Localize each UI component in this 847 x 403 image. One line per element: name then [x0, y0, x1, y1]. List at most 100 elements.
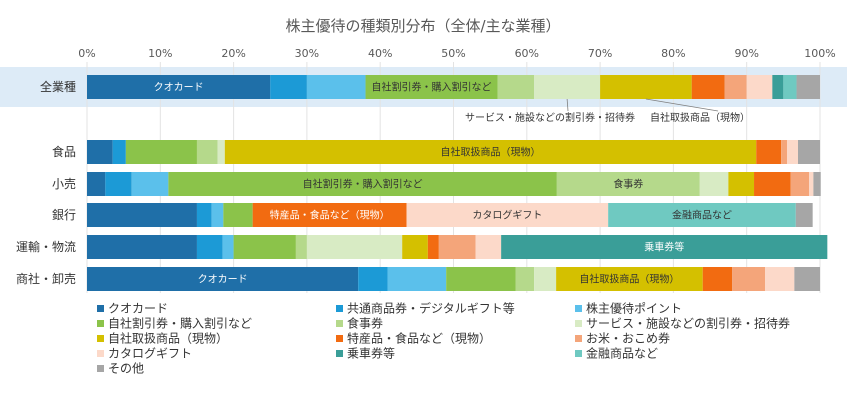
- bar-segment: [252, 203, 407, 227]
- bar-segment: [438, 235, 476, 259]
- chart-title: 株主優待の種類別分布（全体/主な業種）: [285, 17, 560, 35]
- bar-segment: [732, 267, 766, 291]
- bar-segment: [781, 140, 788, 164]
- legend-swatch: [97, 320, 104, 327]
- bar-segment: [600, 75, 692, 99]
- bar-segment: [772, 75, 784, 99]
- bar-segment: [270, 75, 307, 99]
- bar-segment: [501, 235, 828, 259]
- legend-label: 食事券: [347, 316, 383, 331]
- legend-swatch: [97, 335, 104, 342]
- segment-label: クオカード: [154, 82, 204, 94]
- bar-segment: [233, 235, 296, 259]
- category-label: 銀行: [52, 208, 76, 222]
- bar-segment: [724, 75, 747, 99]
- bar-segment: [556, 172, 700, 196]
- bar-segment: [515, 267, 535, 291]
- legend-swatch: [336, 350, 343, 357]
- x-tick-label: 50%: [441, 47, 465, 60]
- bar-segment: [217, 140, 225, 164]
- legend-swatch: [575, 320, 582, 327]
- bar-segment: [306, 235, 403, 259]
- bar-segment: [794, 267, 820, 291]
- x-tick-label: 0%: [78, 47, 95, 60]
- legend-label: お米・おこめ券: [586, 331, 670, 346]
- callout-label: サービス・施設などの割引券・招待券: [465, 111, 635, 124]
- legend-label: 乗車券等: [347, 346, 395, 361]
- bar-segment: [87, 75, 271, 99]
- bar-segment: [702, 267, 733, 291]
- bar-segment: [813, 172, 821, 196]
- bar-segment: [87, 140, 113, 164]
- legend-label: 共通商品券・デジタルギフト等: [347, 301, 515, 316]
- legend-label: 株主優待ポイント: [586, 301, 682, 316]
- bar-segment: [224, 140, 757, 164]
- bar-segment: [131, 172, 169, 196]
- legend-swatch: [97, 305, 104, 312]
- bar-segment: [211, 203, 224, 227]
- bar-segment: [497, 75, 535, 99]
- x-tick-label: 60%: [515, 47, 539, 60]
- segment-label: 自社割引券・購入割引など: [303, 178, 423, 191]
- legend-label: 自社取扱商品（現物）: [108, 331, 228, 346]
- bar-segment: [746, 75, 773, 99]
- bar-segment: [534, 267, 557, 291]
- category-label: 全業種: [40, 79, 76, 94]
- bar-segment: [87, 203, 197, 227]
- bar-segment: [406, 203, 609, 227]
- bar-segment: [196, 203, 212, 227]
- bar-segment: [699, 172, 729, 196]
- bar-segment: [196, 235, 223, 259]
- bar-segment: [556, 267, 703, 291]
- legend-label: 特産品・食品など（現物）: [347, 331, 491, 346]
- bar-segment: [112, 140, 126, 164]
- legend-swatch: [575, 350, 582, 357]
- legend-label: クオカード: [108, 302, 168, 316]
- bar-segment: [756, 140, 782, 164]
- bar-segment: [402, 235, 428, 259]
- bar-segment: [608, 203, 796, 227]
- bar-segment: [427, 235, 439, 259]
- bar-segment: [196, 140, 218, 164]
- legend-label: 金融商品など: [586, 346, 658, 361]
- bar-segment: [125, 140, 197, 164]
- bar-segment: [223, 203, 253, 227]
- segment-label: 特産品・食品など（現物）: [270, 209, 390, 222]
- segment-label: 自社取扱商品（現物）: [579, 273, 679, 286]
- bar-segment: [754, 172, 791, 196]
- legend-swatch: [97, 365, 104, 372]
- category-label: 運輸・物流: [16, 239, 76, 254]
- bar-segment: [796, 75, 820, 99]
- x-tick-label: 40%: [368, 47, 392, 60]
- bar-segment: [446, 267, 516, 291]
- x-tick-label: 70%: [588, 47, 612, 60]
- x-tick-label: 10%: [148, 47, 172, 60]
- bar-segment: [168, 172, 557, 196]
- x-tick-label: 20%: [221, 47, 245, 60]
- bar-segment: [765, 267, 795, 291]
- bar-segment: [798, 140, 820, 164]
- legend-label: その他: [108, 362, 144, 376]
- category-label: 商社・卸売: [16, 271, 76, 286]
- segment-label: 乗車券等: [644, 241, 684, 254]
- segment-label: 金融商品など: [672, 209, 732, 222]
- legend-swatch: [336, 305, 343, 312]
- bar-segment: [787, 140, 799, 164]
- callout-line: [566, 98, 569, 112]
- bar-segment: [728, 172, 755, 196]
- bar-segment: [306, 75, 366, 99]
- legend-swatch: [336, 335, 343, 342]
- legend-label: サービス・施設などの割引券・招待券: [586, 316, 790, 331]
- bar-segment: [534, 75, 601, 99]
- bar-segment: [87, 267, 359, 291]
- bar-segment: [295, 235, 307, 259]
- bar-segment: [87, 172, 106, 196]
- category-label: 小売: [52, 176, 76, 191]
- x-tick-label: 100%: [804, 47, 835, 60]
- bar-segment: [809, 172, 814, 196]
- callout-label: 自社取扱商品（現物）: [650, 111, 750, 124]
- segment-label: 自社取扱商品（現物）: [441, 146, 541, 159]
- legend-swatch: [575, 305, 582, 312]
- bar-segment: [790, 172, 810, 196]
- x-tick-label: 80%: [661, 47, 685, 60]
